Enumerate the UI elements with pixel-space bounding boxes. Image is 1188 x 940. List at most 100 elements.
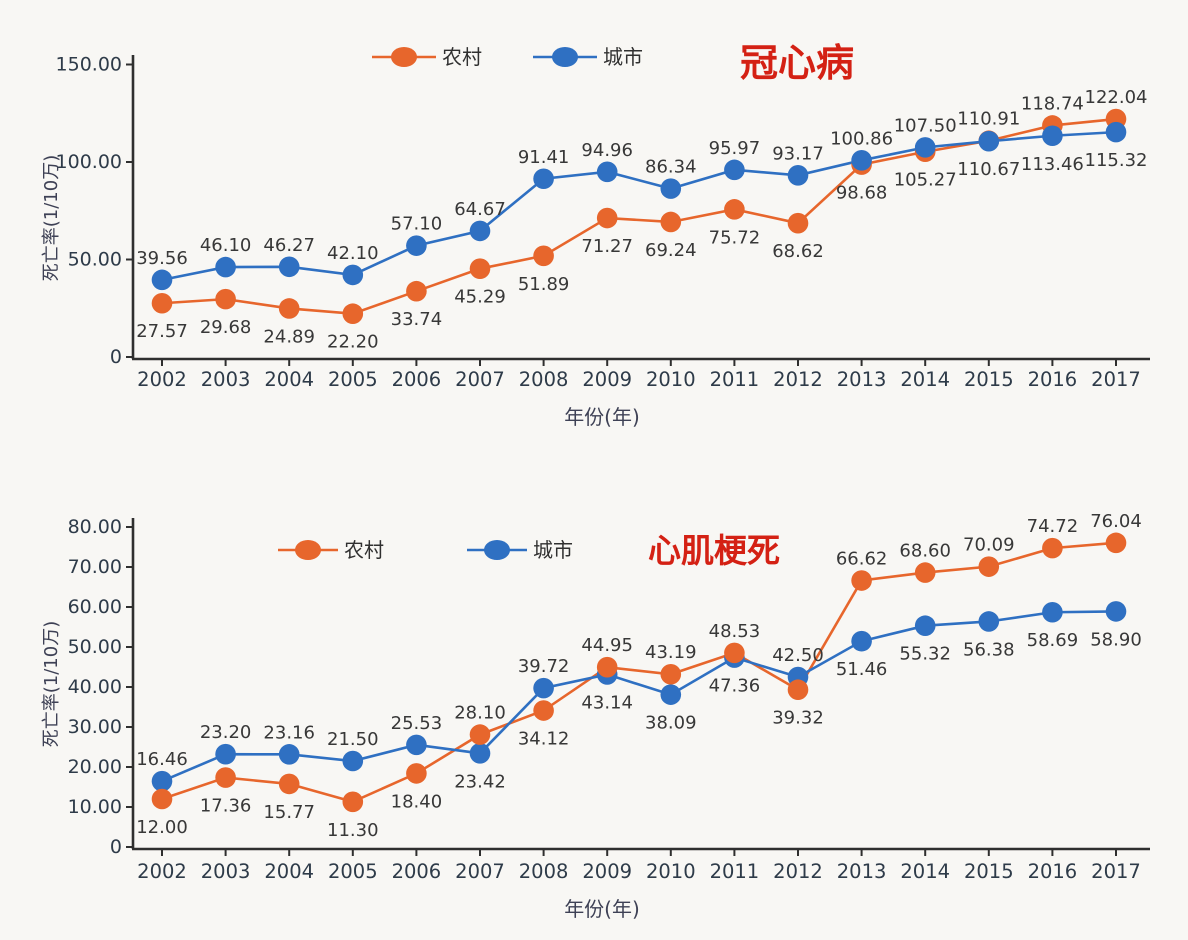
data-point-rural — [151, 788, 173, 810]
data-label-rural: 39.32 — [772, 708, 824, 729]
data-point-urban — [1105, 601, 1127, 622]
data-point-rural — [660, 211, 682, 233]
legend-label-urban: 城市 — [603, 45, 643, 69]
data-label-rural: 18.40 — [391, 791, 443, 812]
data-label-urban: 25.53 — [391, 713, 443, 734]
year-label: 2017 — [1091, 368, 1141, 391]
data-point-rural — [278, 298, 300, 319]
data-label-urban: 46.27 — [263, 235, 315, 256]
data-label-urban: 42.10 — [327, 243, 379, 264]
data-label-rural: 68.62 — [772, 241, 824, 262]
data-label-urban: 51.46 — [836, 659, 888, 680]
y-tick-label: 50.00 — [68, 249, 122, 271]
data-point-rural — [787, 212, 809, 234]
data-label-urban: 57.10 — [391, 214, 443, 235]
data-point-rural — [278, 773, 300, 795]
y-tick-label: 150.00 — [56, 54, 122, 76]
y-axis-title: 死亡率(1/10万) — [41, 155, 62, 281]
data-point-urban — [469, 743, 491, 764]
data-label-urban: 23.42 — [454, 771, 506, 792]
x-axis-title: 年份(年) — [564, 405, 640, 429]
y-tick-label: 20.00 — [68, 756, 122, 778]
year-label: 2003 — [201, 860, 251, 883]
year-label: 2014 — [900, 860, 950, 883]
data-point-urban — [914, 137, 936, 158]
data-label-urban: 107.50 — [894, 115, 957, 136]
data-label-urban: 56.38 — [963, 639, 1015, 660]
data-label-rural: 71.27 — [581, 236, 633, 257]
data-point-rural — [406, 280, 427, 302]
data-point-urban — [215, 743, 236, 765]
year-label: 2015 — [964, 860, 1014, 883]
data-point-rural — [215, 767, 236, 788]
year-label: 2005 — [328, 368, 378, 391]
data-label-urban: 43.14 — [581, 692, 633, 713]
data-label-rural: 98.68 — [836, 183, 888, 204]
data-point-urban — [342, 264, 364, 286]
data-label-rural: 75.72 — [709, 227, 761, 248]
data-point-urban — [406, 235, 427, 256]
data-point-rural — [469, 258, 491, 279]
data-point-urban — [278, 256, 300, 278]
year-label: 2017 — [1091, 860, 1141, 883]
data-label-rural: 48.53 — [709, 621, 761, 642]
data-label-urban: 64.67 — [454, 199, 506, 220]
data-point-urban — [151, 770, 173, 792]
data-point-urban — [596, 161, 618, 183]
data-label-rural: 74.72 — [1027, 516, 1079, 537]
year-label: 2007 — [455, 860, 505, 883]
data-point-urban — [533, 168, 554, 190]
legend-marker-dot-urban — [552, 47, 578, 67]
data-label-rural: 27.57 — [136, 321, 188, 342]
data-label-urban: 16.46 — [136, 749, 188, 770]
data-point-rural — [1042, 537, 1063, 559]
data-label-urban: 93.17 — [772, 143, 824, 164]
data-label-urban: 113.46 — [1021, 154, 1084, 175]
data-label-rural: 69.24 — [645, 240, 697, 261]
y-tick-label: 0 — [110, 346, 122, 368]
data-point-rural — [215, 288, 236, 310]
data-label-urban: 47.36 — [709, 676, 761, 697]
data-label-urban: 115.32 — [1085, 150, 1148, 171]
year-label: 2008 — [519, 860, 569, 883]
data-point-urban — [660, 684, 682, 705]
legend-marker-dot-rural — [391, 47, 417, 67]
data-label-rural: 12.00 — [136, 817, 188, 838]
y-tick-label: 80.00 — [68, 516, 122, 538]
data-point-rural — [787, 679, 809, 701]
data-label-urban: 58.69 — [1027, 630, 1079, 651]
y-tick-label: 40.00 — [68, 676, 122, 698]
data-label-rural: 11.30 — [327, 820, 379, 841]
data-point-urban — [533, 677, 554, 699]
data-point-rural — [469, 724, 491, 745]
data-label-rural: 29.68 — [200, 317, 252, 338]
year-label: 2011 — [710, 368, 760, 391]
data-point-urban — [787, 165, 809, 186]
data-label-rural: 118.74 — [1021, 93, 1084, 114]
data-label-urban: 42.50 — [772, 645, 824, 666]
x-axis-title: 年份(年) — [564, 897, 640, 921]
data-point-rural — [596, 207, 618, 229]
data-point-urban — [851, 630, 872, 652]
data-point-rural — [978, 556, 1000, 577]
y-axis-title: 死亡率(1/10万) — [41, 621, 62, 747]
data-label-rural: 45.29 — [454, 287, 506, 308]
data-point-urban — [978, 130, 1000, 152]
year-label: 2002 — [137, 368, 187, 391]
data-label-rural: 15.77 — [263, 802, 315, 823]
data-label-rural: 33.74 — [391, 309, 443, 330]
data-label-urban: 23.16 — [263, 722, 315, 743]
data-point-urban — [151, 269, 173, 291]
chart-coronary-heart-disease: 0 50.00 100.00 150.00 2002 2003 2004 2005 2006 20… — [41, 41, 1150, 429]
chart-svg: 0 10.00 20.00 30.00 40.00 50.00 60.00 70.00 80.0… — [41, 511, 1150, 921]
data-point-rural — [1105, 532, 1127, 554]
data-label-urban: 100.86 — [830, 128, 893, 149]
data-point-urban — [660, 178, 682, 199]
data-point-rural — [914, 562, 936, 583]
data-label-rural: 105.27 — [894, 170, 957, 191]
year-label: 2014 — [900, 368, 950, 391]
data-label-urban: 46.10 — [200, 235, 252, 256]
year-label: 2008 — [519, 368, 569, 391]
year-label: 2004 — [264, 368, 314, 391]
data-point-urban — [914, 615, 936, 637]
